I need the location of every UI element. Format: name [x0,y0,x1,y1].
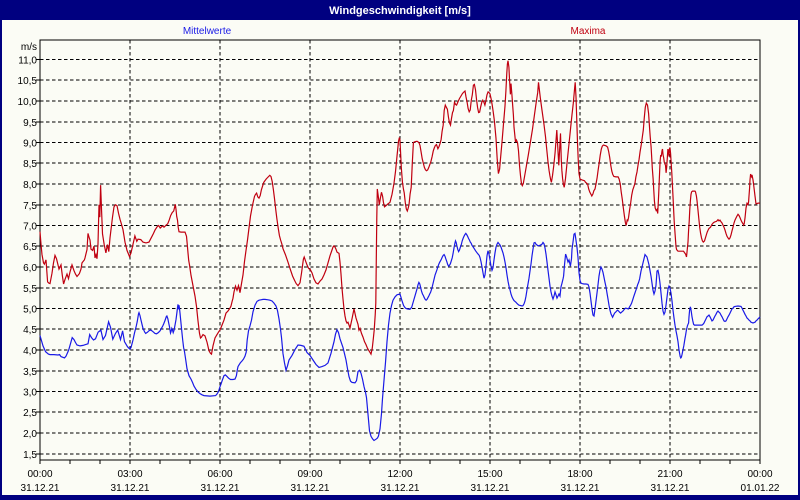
svg-text:2,0: 2,0 [23,429,37,440]
svg-text:09:00: 09:00 [297,469,322,480]
svg-text:4,5: 4,5 [23,325,37,336]
svg-text:31.12.21: 31.12.21 [291,483,330,494]
svg-text:6,0: 6,0 [23,263,37,274]
svg-text:1,5: 1,5 [23,450,37,461]
svg-text:2,5: 2,5 [23,408,37,419]
svg-text:3,0: 3,0 [23,388,37,399]
svg-text:10,0: 10,0 [18,97,38,108]
svg-text:15:00: 15:00 [477,469,502,480]
svg-text:m/s: m/s [21,42,37,53]
svg-text:12:00: 12:00 [387,469,412,480]
svg-text:Mittelwerte: Mittelwerte [183,26,232,37]
svg-text:8,0: 8,0 [23,180,37,191]
svg-text:8,5: 8,5 [23,159,37,170]
svg-text:21:00: 21:00 [657,469,682,480]
svg-text:00:00: 00:00 [27,469,52,480]
svg-text:3,5: 3,5 [23,367,37,378]
svg-text:Windgeschwindigkeit [m/s]: Windgeschwindigkeit [m/s] [329,5,471,17]
svg-text:10,5: 10,5 [18,76,38,87]
svg-text:31.12.21: 31.12.21 [651,483,690,494]
svg-text:00:00: 00:00 [747,469,772,480]
svg-text:9,5: 9,5 [23,118,37,129]
svg-text:01.01.22: 01.01.22 [741,483,780,494]
svg-text:9,0: 9,0 [23,139,37,150]
svg-text:06:00: 06:00 [207,469,232,480]
svg-text:31.12.21: 31.12.21 [201,483,240,494]
svg-text:11,0: 11,0 [18,56,37,67]
svg-text:5,5: 5,5 [23,284,37,295]
svg-text:31.12.21: 31.12.21 [21,483,60,494]
svg-text:31.12.21: 31.12.21 [471,483,510,494]
svg-text:31.12.21: 31.12.21 [381,483,420,494]
svg-text:7,5: 7,5 [23,201,37,212]
svg-text:Maxima: Maxima [570,26,605,37]
svg-text:18:00: 18:00 [567,469,592,480]
svg-text:5,0: 5,0 [23,305,37,316]
svg-text:31.12.21: 31.12.21 [561,483,600,494]
svg-text:4,0: 4,0 [23,346,37,357]
svg-text:03:00: 03:00 [117,469,142,480]
svg-text:31.12.21: 31.12.21 [111,483,150,494]
svg-text:6,5: 6,5 [23,242,37,253]
svg-text:7,0: 7,0 [23,222,37,233]
